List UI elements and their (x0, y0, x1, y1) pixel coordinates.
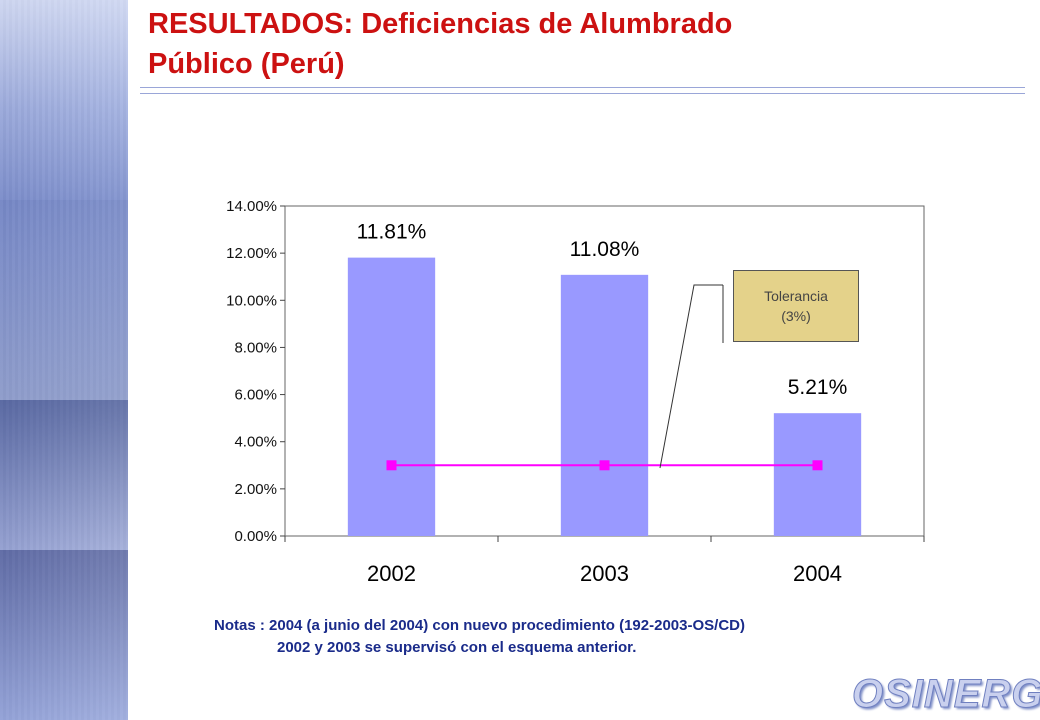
data-label-2002: 11.81% (357, 221, 427, 244)
title-line-2: Público (Perú) (148, 48, 345, 80)
notes-line-2: 2002 y 2003 se supervisó con el esquema … (277, 639, 637, 656)
x-tick-label-2002: 2002 (367, 561, 416, 586)
tolerance-marker-2002 (386, 460, 397, 471)
bar-2003 (560, 274, 649, 536)
y-tick-label: 14.00% (226, 198, 277, 215)
notes-line-1: Notas : 2004 (a junio del 2004) con nuev… (214, 617, 745, 634)
tolerance-callout: Tolerancia (3%) (733, 270, 859, 342)
title-underline (140, 87, 1025, 94)
data-label-2003: 11.08% (570, 238, 640, 261)
callout-leader-line (659, 284, 723, 469)
x-tick-label-2004: 2004 (793, 561, 842, 586)
bar-2002 (347, 257, 436, 536)
osinerg-logo: OSINERG (851, 672, 1040, 717)
y-tick-label: 0.00% (234, 528, 277, 545)
y-tick-label: 8.00% (234, 339, 277, 356)
side-photo-strip (0, 0, 128, 720)
title-line-1: RESULTADOS: Deficiencias de Alumbrado (148, 8, 733, 40)
notes: Notas : 2004 (a junio del 2004) con nuev… (214, 615, 934, 659)
callout-line-1: Tolerancia (764, 288, 828, 304)
y-tick-label: 12.00% (226, 245, 277, 262)
x-tick-label-2003: 2003 (580, 561, 629, 586)
tolerance-marker-2003 (599, 460, 610, 471)
y-tick-label: 10.00% (226, 292, 277, 309)
slide-title: RESULTADOS: Deficiencias de Alumbrado Pú… (148, 4, 1018, 84)
bar-2004 (773, 413, 862, 536)
tolerance-marker-2004 (812, 460, 823, 471)
callout-line-2: (3%) (781, 308, 811, 324)
y-tick-label: 6.00% (234, 387, 277, 404)
data-label-2004: 5.21% (788, 376, 848, 399)
y-tick-label: 2.00% (234, 481, 277, 498)
y-tick-label: 4.00% (234, 434, 277, 451)
